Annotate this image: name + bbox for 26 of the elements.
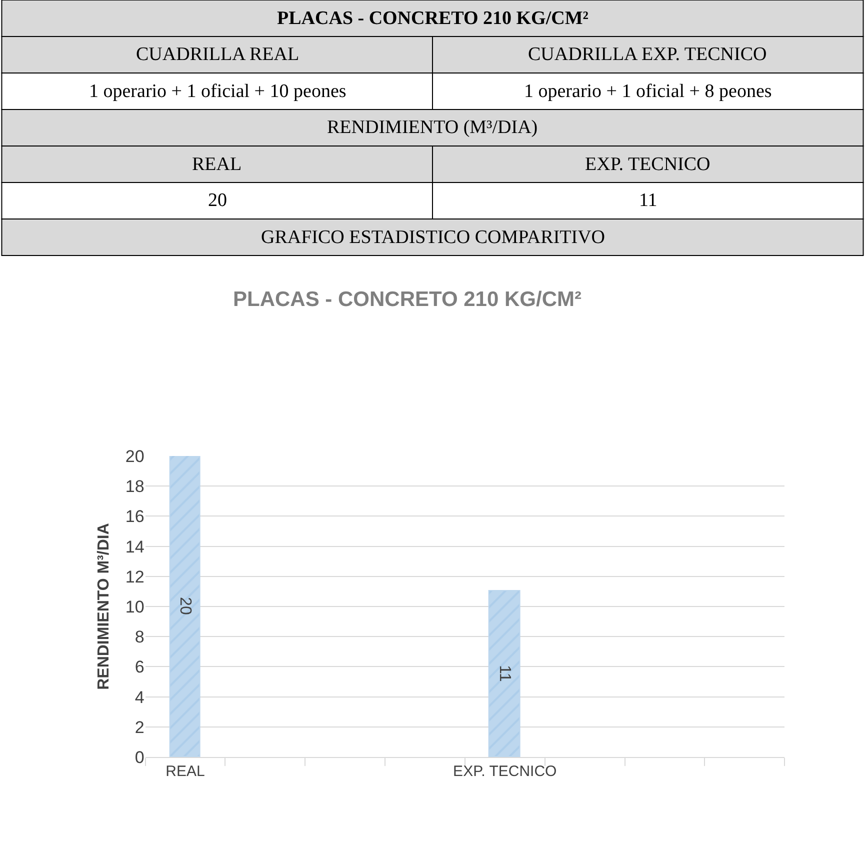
- chart-title: PLACAS - CONCRETO 210 KG/CM²: [233, 288, 582, 311]
- y-axis-title: RENDIMIENTO M³/DIA: [95, 522, 112, 690]
- text: GRAFICO ESTADISTICO COMPARITIVO: [261, 227, 606, 248]
- text: 1 operario + 1 oficial + 8 peones: [524, 81, 772, 102]
- y-tick-label: 12: [125, 567, 144, 586]
- y-tick-label: 4: [134, 688, 144, 707]
- text: RENDIMIENTO (M³/DIA): [327, 117, 538, 138]
- y-tick-label: 2: [134, 718, 144, 737]
- text: CUADRILLA REAL: [136, 44, 300, 65]
- data-label: 20: [176, 597, 194, 615]
- y-tick-label: 18: [125, 477, 144, 496]
- text: REAL: [192, 154, 242, 175]
- y-tick-label: 10: [125, 597, 144, 616]
- text: 1 operario + 1 oficial + 10 peones: [89, 81, 346, 102]
- y-tick-label: 6: [134, 658, 144, 677]
- y-tick-label: 0: [134, 748, 144, 767]
- y-tick-label: 20: [125, 446, 144, 466]
- data-label: 11: [496, 665, 513, 682]
- text: PLACAS - CONCRETO 210 KG/CM²: [277, 8, 589, 29]
- text: EXP. TECNICO: [585, 154, 710, 175]
- y-tick-label: 16: [125, 507, 144, 526]
- y-tick-label: 8: [134, 628, 144, 647]
- text: 20: [208, 190, 227, 211]
- text: 11: [639, 190, 658, 211]
- text: CUADRILLA EXP. TECNICO: [528, 44, 767, 65]
- y-tick-label: 14: [125, 537, 144, 556]
